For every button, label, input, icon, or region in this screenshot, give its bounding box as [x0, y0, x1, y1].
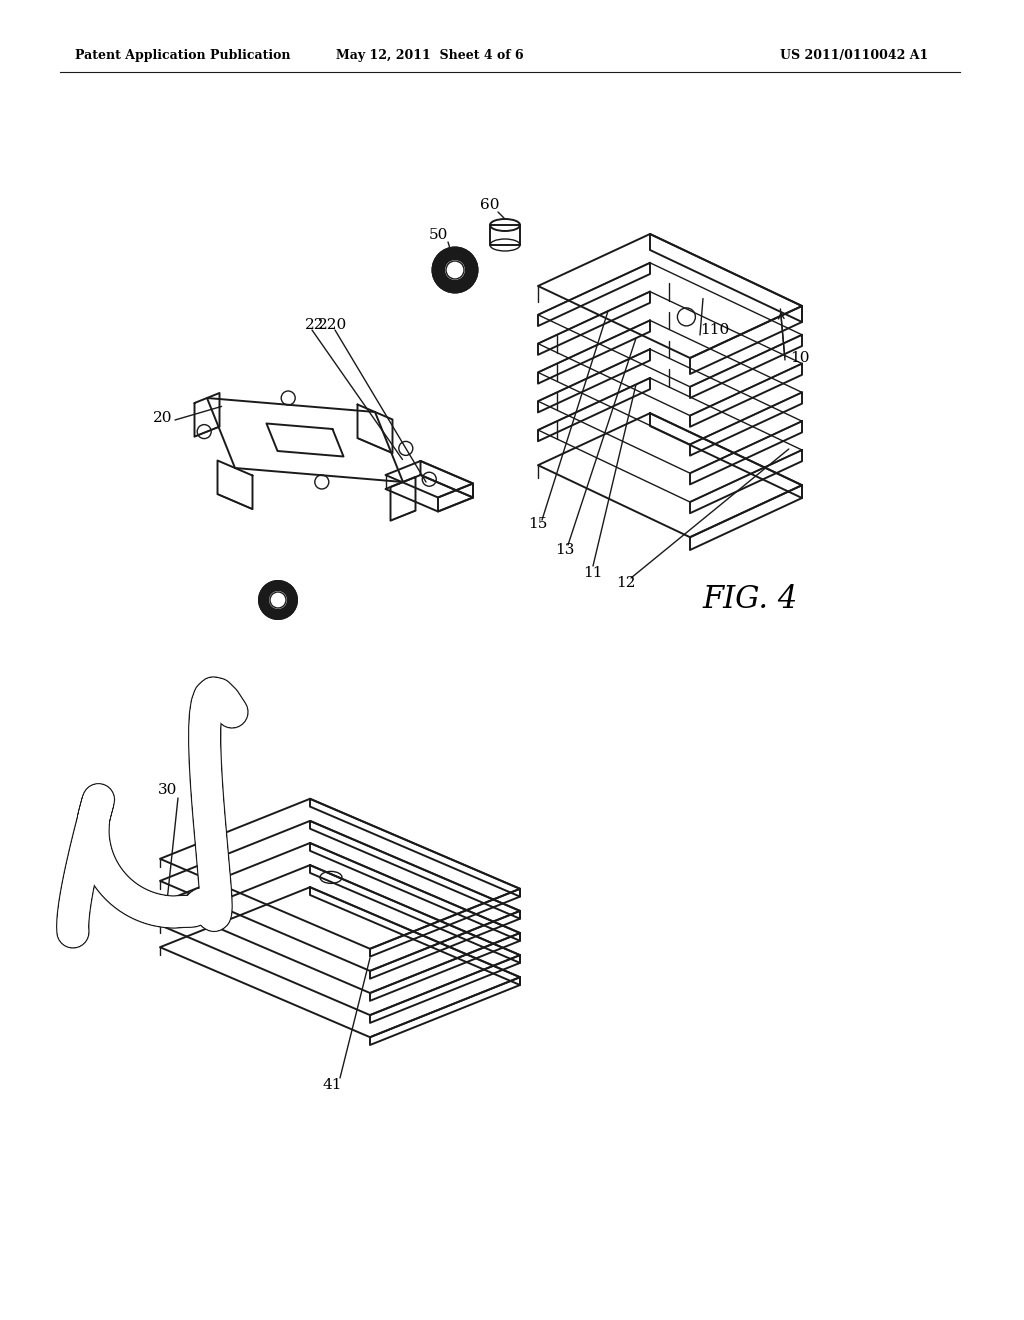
Text: 220: 220 [318, 318, 347, 333]
Text: 13: 13 [555, 543, 574, 557]
Text: 20: 20 [154, 411, 173, 425]
Text: 15: 15 [528, 517, 548, 531]
Text: 10: 10 [790, 351, 810, 366]
Ellipse shape [270, 591, 286, 609]
Text: 110: 110 [700, 323, 729, 337]
Ellipse shape [446, 261, 464, 279]
Text: 50: 50 [428, 228, 447, 242]
Text: 11: 11 [584, 566, 603, 579]
Text: May 12, 2011  Sheet 4 of 6: May 12, 2011 Sheet 4 of 6 [336, 49, 524, 62]
Text: FIG. 4: FIG. 4 [702, 585, 798, 615]
Circle shape [221, 701, 243, 723]
Circle shape [65, 924, 81, 940]
Text: US 2011/0110042 A1: US 2011/0110042 A1 [780, 49, 928, 62]
Text: Patent Application Publication: Patent Application Publication [75, 49, 291, 62]
Text: 41: 41 [323, 1078, 342, 1092]
Text: 60: 60 [480, 198, 500, 213]
Text: 22: 22 [305, 318, 325, 333]
Text: 30: 30 [159, 783, 178, 797]
Ellipse shape [259, 581, 297, 619]
Ellipse shape [432, 248, 477, 293]
Text: 12: 12 [616, 576, 636, 590]
